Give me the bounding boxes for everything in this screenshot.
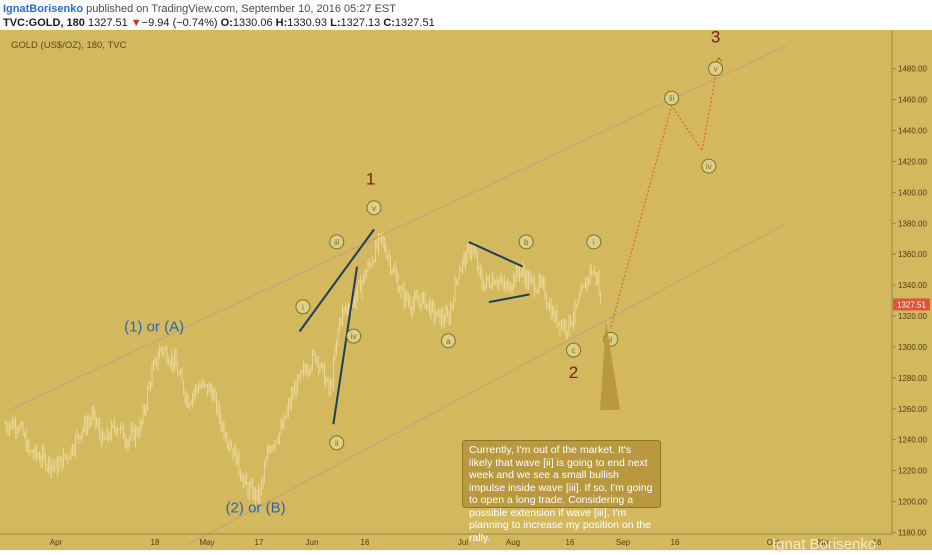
wave-label-circle <box>346 328 362 344</box>
publish-line: IgnatBorisenko published on TradingView.… <box>3 3 396 15</box>
major-wave-label: 1 <box>366 170 375 189</box>
x-tick-label: 16 <box>361 538 370 547</box>
wave-label: iv <box>351 332 357 341</box>
y-tick-label: 1320.00 <box>898 312 927 321</box>
channel-line-lower <box>187 222 787 546</box>
last-price-badge <box>893 298 930 311</box>
y-tick-label: 1180.00 <box>898 529 927 538</box>
wave-label-circle <box>586 234 602 250</box>
wave-label-circle <box>701 158 717 174</box>
open-value: 1330.06 <box>232 17 273 29</box>
wave-label-circle <box>366 200 382 216</box>
change-down-icon: ▼ <box>130 17 142 29</box>
x-tick-label: May <box>199 538 214 547</box>
annotation-box: Currently, I'm out of the market. It's l… <box>462 440 661 544</box>
wave-label: i <box>593 238 595 247</box>
major-wave-label: 2 <box>569 363 578 382</box>
y-tick-label: 1380.00 <box>898 219 927 228</box>
y-axis: 1180.00 1200.00 1220.00 1240.00 1260.00 1280.… <box>891 30 930 538</box>
x-axis: Apr 18 May 17 Jun 16 Jul Aug 16 Sep 16 Oct Nov 16 <box>0 533 892 547</box>
lines-layer <box>5 45 787 546</box>
last-price: 1327.51 <box>87 17 128 29</box>
x-tick-label: Oct <box>767 538 780 547</box>
wave-label: b <box>524 238 529 247</box>
trend-line <box>468 240 524 268</box>
y-tick-label: 1460.00 <box>898 96 927 105</box>
y-tick-label: 1240.00 <box>898 436 927 445</box>
channel-line-upper <box>5 45 787 413</box>
projection-arrow-icon <box>715 57 723 63</box>
major-wave-label: 3 <box>711 30 720 46</box>
ohlc-line: TVC:GOLD, 180 1327.51 ▼−9.94 (−0.74%) O:… <box>3 17 435 29</box>
last-price-label: 1327.51 <box>897 300 926 309</box>
wave-label: ii <box>609 335 613 344</box>
x-tick-label: Jun <box>306 538 319 547</box>
y-tick-label: 1420.00 <box>898 157 927 166</box>
degree-label: (1) or (A) <box>124 319 184 336</box>
x-tick-label: Jul <box>458 538 468 547</box>
y-tick-label: 1360.00 <box>898 250 927 259</box>
y-tick-label: 1340.00 <box>898 281 927 290</box>
published-text: published on TradingView.com, September … <box>86 3 396 15</box>
x-tick-label: 18 <box>151 538 160 547</box>
wave-label-circle <box>440 333 456 349</box>
wave-label: iii <box>334 238 340 247</box>
wave-label: a <box>446 337 451 346</box>
y-tick-label: 1260.00 <box>898 405 927 414</box>
y-tick-label: 1220.00 <box>898 467 927 476</box>
close-value: 1327.51 <box>394 17 435 29</box>
x-tick-label: Apr <box>50 538 63 547</box>
low-label: L: <box>330 17 341 29</box>
y-tick-label: 1480.00 <box>898 65 927 74</box>
symbol: TVC:GOLD, 180 <box>3 17 85 29</box>
x-tick-label: Aug <box>506 538 520 547</box>
y-tick-label: 1440.00 <box>898 127 927 136</box>
low-value: 1327.13 <box>340 17 381 29</box>
wave-label-circle <box>329 234 345 250</box>
change-value: −9.94 (−0.74%) <box>141 17 218 29</box>
open-label: O: <box>220 17 233 29</box>
wave-label: iii <box>669 94 675 103</box>
x-tick-label: 16 <box>566 538 575 547</box>
wave-label: i <box>302 303 304 312</box>
wave-label-circle <box>708 61 724 77</box>
y-tick-label: 1200.00 <box>898 498 927 507</box>
x-tick-label: Nov <box>818 538 832 547</box>
x-tick-label: 17 <box>255 538 264 547</box>
chart-area[interactable]: GOLD (US$/OZ), 180, TVC i ii iii iv v a b c i ii i… <box>0 27 932 553</box>
high-value: 1330.93 <box>287 17 328 29</box>
projection-path <box>610 57 720 328</box>
chart-header: IgnatBorisenko published on TradingView.… <box>0 0 932 30</box>
signature: Ignat Borisenko <box>772 536 877 553</box>
y-tick-label: 1280.00 <box>898 374 927 383</box>
y-tick-label: 1300.00 <box>898 343 927 352</box>
wave-label: v <box>714 65 718 74</box>
trend-line <box>332 266 359 425</box>
wave-label-circle <box>295 299 311 315</box>
wave-label: iv <box>706 162 712 171</box>
wave-label: v <box>372 204 376 213</box>
wave-label-circle <box>329 435 345 451</box>
wave-label: ii <box>335 439 339 448</box>
x-tick-label: 16 <box>671 538 680 547</box>
author-link[interactable]: IgnatBorisenko <box>3 3 84 15</box>
chart-title: GOLD (US$/OZ), 180, TVC <box>11 40 127 51</box>
annotation-pointer <box>600 322 620 410</box>
wave-label-circle <box>566 342 582 358</box>
x-tick-label: Sep <box>616 538 631 547</box>
degree-label: (2) or (B) <box>226 499 286 516</box>
wave-label-circle <box>664 90 680 106</box>
close-label: C: <box>383 17 395 29</box>
trend-line <box>488 293 530 304</box>
candles-layer <box>4 232 601 509</box>
wave-label: c <box>572 346 576 355</box>
trend-line <box>298 228 375 333</box>
wave-label-circle <box>518 234 534 250</box>
x-tick-label: 16 <box>873 538 882 547</box>
y-tick-label: 1400.00 <box>898 188 927 197</box>
high-label: H: <box>275 17 288 29</box>
